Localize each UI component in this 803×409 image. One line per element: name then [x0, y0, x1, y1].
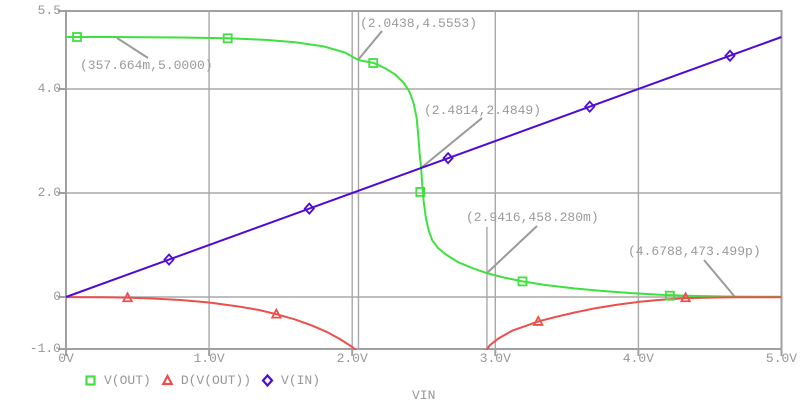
diamond-marker-icon [584, 100, 596, 114]
x-tick-label: 2.0V [336, 351, 368, 366]
legend-label: V(IN) [281, 373, 321, 388]
legend-item-dvout[interactable]: D(V(OUT)) [161, 373, 251, 388]
square-marker-icon [517, 276, 528, 287]
legend-label: V(OUT) [104, 373, 151, 388]
y-tick-label: 0 [53, 289, 61, 304]
triangle-marker-icon [121, 291, 134, 303]
cursor-annotation-label: (2.9416,458.280m) [466, 210, 599, 225]
annotation-callout-line [420, 117, 483, 169]
legend-triangle-icon [161, 374, 174, 386]
legend-item-vout[interactable]: V(OUT) [84, 373, 151, 388]
square-marker-icon [222, 33, 233, 44]
plot-border [65, 10, 783, 350]
y-tick-label: 5.5 [37, 3, 61, 18]
diamond-marker-icon [724, 49, 736, 63]
trace-vin[interactable] [65, 36, 782, 298]
cursor-annotation-label: (2.0438,4.5553) [360, 16, 478, 31]
y-tick-label: -1.0 [29, 341, 61, 356]
square-marker-icon [85, 375, 96, 386]
trace-legend: V(OUT) D(V(OUT)) V(IN) [84, 373, 320, 388]
diamond-marker-icon [163, 253, 175, 266]
x-axis-title: VIN [412, 388, 436, 403]
diamond-marker-icon [303, 202, 315, 215]
legend-square-icon [85, 375, 96, 386]
annotation-callout-line [357, 30, 383, 61]
x-tick-label: 4.0V [622, 351, 654, 366]
trace-vout[interactable] [66, 36, 782, 298]
triangle-marker-icon [532, 315, 544, 326]
legend-label: D(V(OUT)) [180, 373, 252, 388]
x-tick-label: 0V [58, 351, 74, 366]
y-tick-label: 2.0 [37, 185, 61, 200]
annotation-callout-line [486, 225, 538, 274]
legend-item-vin[interactable]: V(IN) [261, 373, 320, 388]
x-tick-label: 1.0V [193, 351, 225, 366]
x-tick-label: 5.0V [765, 351, 798, 366]
square-marker-icon [415, 187, 426, 197]
x-tick-label: 3.0V [479, 351, 511, 366]
y-tick-label: 4.0 [37, 81, 61, 96]
square-marker-icon [664, 290, 675, 301]
annotation-callout-line [116, 37, 149, 59]
cursor-annotation-label: (4.6788,473.499p) [628, 244, 761, 259]
triangle-marker-icon [679, 291, 692, 303]
cursor-annotation-label: (2.4814,2.4849) [424, 103, 542, 118]
trace-dvout[interactable] [65, 296, 782, 409]
diamond-marker-icon [261, 374, 274, 387]
triangle-marker-icon [270, 307, 283, 319]
triangle-marker-icon [161, 374, 174, 386]
annotation-callout-line [703, 259, 736, 298]
square-marker-icon [368, 58, 379, 68]
legend-diamond-icon [261, 374, 274, 387]
square-marker-icon [72, 32, 82, 42]
cursor-annotation-label: (357.664m,5.0000) [80, 58, 213, 73]
diamond-marker-icon [442, 151, 454, 165]
